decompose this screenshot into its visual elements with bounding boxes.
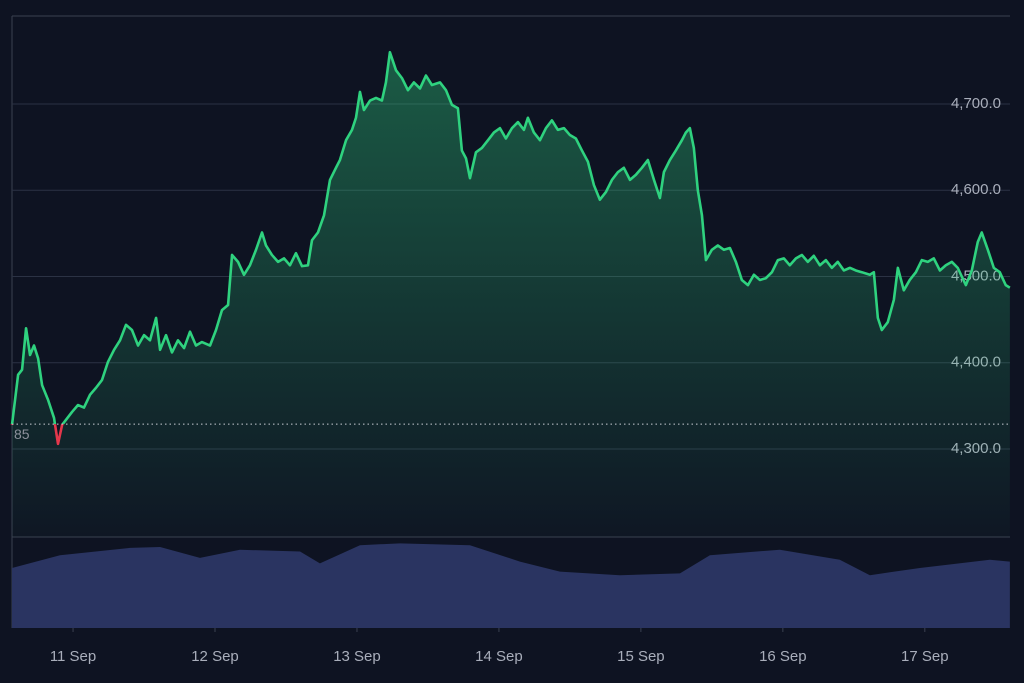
x-tick-label: 17 Sep — [901, 648, 949, 665]
x-tick-label: 13 Sep — [333, 648, 381, 665]
x-tick-label: 11 Sep — [50, 648, 96, 665]
x-tick-label: 14 Sep — [475, 648, 523, 665]
price-area — [12, 52, 1010, 537]
y-tick-label: 4,700.0 — [951, 95, 1001, 112]
volume-area — [12, 543, 1010, 628]
y-tick-label: 4,600.0 — [951, 181, 1001, 198]
baseline-label: 85 — [14, 426, 30, 442]
x-tick-label: 16 Sep — [759, 648, 807, 665]
x-tick-label: 15 Sep — [617, 648, 665, 665]
price-line — [10, 50, 1011, 425]
x-tick-label: 12 Sep — [191, 648, 239, 665]
